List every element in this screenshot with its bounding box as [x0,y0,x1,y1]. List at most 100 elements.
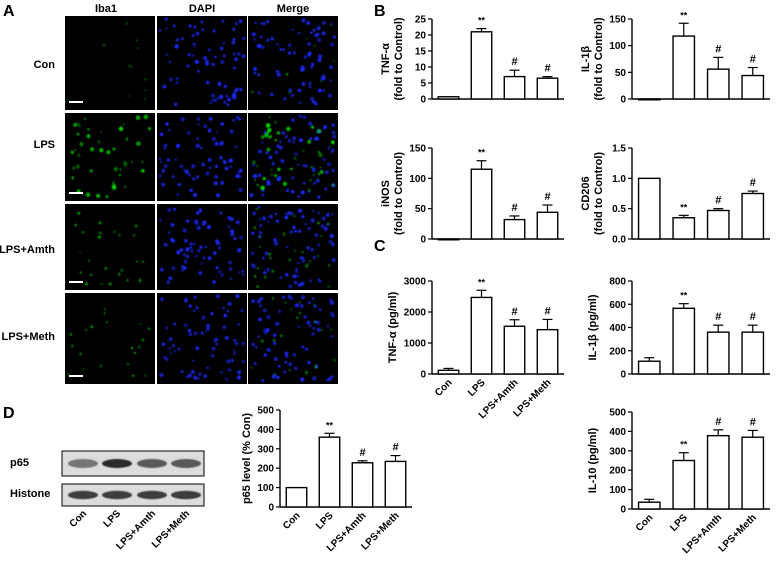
y-tick-label: 100 [409,174,426,185]
blot-band [68,490,98,500]
x-tick-label: LPS [668,512,690,534]
significance-mark: ** [478,148,486,158]
y-axis-label: (fold to Control) [393,17,405,100]
bar [351,462,374,508]
significance-mark: # [544,305,550,317]
chart-inos-qpcr: 0 50 100 150 iNOS (fold to Control) ** # # [380,144,564,246]
y-axis-label: TNF-α [380,43,392,75]
significance-mark: # [392,442,398,454]
y-tick-label: 500 [609,408,626,419]
bar [706,68,730,100]
bar [285,486,308,508]
row-label-con: Con [34,59,56,71]
blot-strip-histone [61,483,205,507]
significance-mark: # [511,306,517,318]
significance-mark: # [750,177,756,189]
bar [503,218,526,240]
significance-mark: # [511,202,517,214]
y-axis-label: p65 level (% Con) [241,413,253,504]
y-axis-label: IL-1β [580,46,592,73]
significance-mark: ** [680,10,688,20]
y-tick-label: 400 [609,323,626,334]
chart-p65: 0 100 200 300 400 500 p65 level (% Con) Con ** LP… [241,406,412,554]
blot-band [171,490,201,500]
bar [706,209,730,240]
significance-mark: # [715,416,721,428]
y-axis-label: (fold to Control) [593,152,605,235]
significance-mark: # [750,416,756,428]
x-tick-label: Con [281,510,303,532]
y-tick-label: 100 [257,483,274,494]
significance-mark: ** [478,277,486,287]
bar [318,436,341,508]
y-tick-label: 50 [415,204,427,215]
bar [536,77,559,100]
x-tick-label: Con [433,377,455,399]
y-axis-label: TNF-α (pg/ml) [387,291,399,363]
y-tick-label: 200 [257,464,274,475]
y-tick-label: 400 [257,425,274,436]
micrograph-tile [248,293,338,384]
significance-mark: # [715,195,721,207]
x-tick-label: LPS [314,510,336,532]
bar [672,35,696,100]
y-tick-label: 150 [609,15,626,26]
blot-band [68,459,98,468]
micrograph-tile [65,293,155,384]
micrograph-tile [65,204,155,290]
significance-mark: # [750,54,756,66]
significance-mark: # [544,63,550,75]
micrograph-grid [65,16,338,384]
row-label-lps-meth: LPS+Meth [2,331,56,343]
bar [637,98,661,101]
bar [384,460,407,508]
bar [437,96,460,100]
y-tick-label: 0 [420,95,426,106]
x-tick-label: LPS+Meth [717,512,759,554]
bar [503,325,526,375]
significance-mark: # [715,43,721,55]
y-tick-label: 1000 [404,339,427,350]
bar [672,217,696,240]
y-tick-label: 500 [257,406,274,417]
chart-il1b-qpcr: 0 50 100 150 IL-1β (fold to Control) ** # # [580,10,770,106]
bar [470,168,493,240]
blot-band [137,490,167,500]
y-tick-label: 5 [420,79,426,90]
significance-mark: # [544,191,550,203]
y-tick-label: 400 [609,427,626,438]
y-axis-label: IL-10 (pg/ml) [587,427,599,493]
bar [536,211,559,240]
y-tick-label: 0 [268,503,274,514]
significance-mark: ** [680,440,688,450]
bar [706,331,730,375]
bar [741,192,765,240]
bar [637,177,661,240]
y-tick-label: 0 [620,95,626,106]
chart-il1b-elisa: 0 200 400 600 800 IL-1β (pg/ml) ** # # [587,277,770,381]
panel-label-c: C [374,238,386,255]
y-tick-label: 800 [609,277,626,288]
significance-mark: ** [680,291,688,301]
panel-label-a: A [3,3,15,20]
micrograph-tile [157,113,247,201]
significance-mark: # [511,56,517,68]
y-tick-label: 0 [620,505,626,516]
bar [741,331,765,375]
micrograph-tile [65,16,155,110]
y-tick-label: 0 [620,370,626,381]
bar [637,501,661,510]
micrograph-tile [157,204,247,290]
western-blot [61,450,205,507]
panel-label-b: B [374,3,386,20]
y-tick-label: 150 [409,144,426,155]
bar [637,360,661,375]
x-tick-label: Con [634,512,656,534]
y-axis-label: CD206 [580,176,592,210]
significance-mark: # [750,311,756,323]
column-header-iba1: Iba1 [95,3,117,15]
y-tick-label: 50 [615,68,627,79]
blot-lane-label: Con [68,508,90,530]
